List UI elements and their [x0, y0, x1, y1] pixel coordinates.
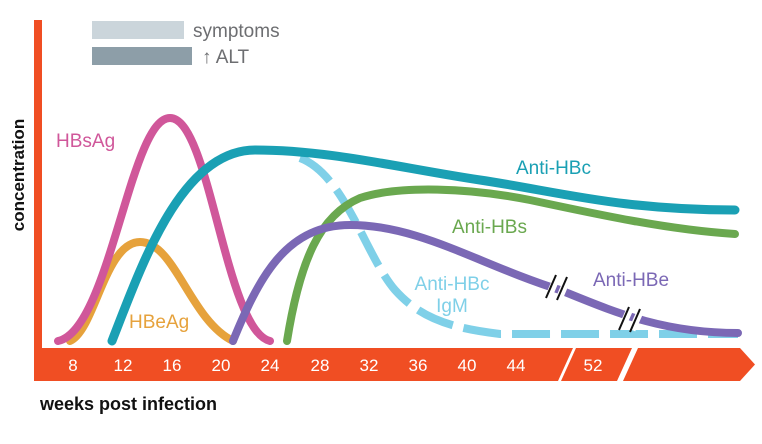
x-axis-band-mid: [561, 348, 632, 381]
legend-symptoms-bar: [92, 21, 184, 39]
hbsag-curve: [54, 114, 274, 345]
hbsag-label: HBsAg: [56, 131, 115, 152]
legend-symptoms-label: symptoms: [193, 21, 280, 42]
legend-alt-bar: [92, 47, 192, 65]
tick-16: 16: [163, 356, 182, 375]
tick-44: 44: [507, 356, 526, 375]
tick-20: 20: [212, 356, 231, 375]
break-mark-2a: [618, 306, 630, 331]
anti-hbe-label: Anti-HBe: [593, 270, 669, 291]
anti-hbs-curve: [283, 185, 739, 345]
break-mark-1b: [556, 276, 568, 301]
tick-28: 28: [311, 356, 330, 375]
anti-hbc-curve: [107, 145, 740, 346]
tick-32: 32: [360, 356, 379, 375]
x-axis-band-end: [623, 348, 755, 381]
anti-hbs-label: Anti-HBs: [452, 217, 527, 238]
anti-hbc-igm-curve: [298, 154, 738, 338]
tick-40: 40: [458, 356, 477, 375]
anti-hbc-label: Anti-HBc: [516, 158, 591, 179]
anti-hbc-igm-label-line1: Anti-HBc: [415, 274, 490, 295]
tick-24: 24: [261, 356, 280, 375]
x-axis-band-main: [34, 348, 573, 381]
x-axis-label: weeks post infection: [39, 394, 217, 414]
break-mark-2b: [629, 308, 641, 333]
tick-12: 12: [114, 356, 133, 375]
break-mark-1a: [545, 274, 557, 299]
tick-8: 8: [68, 356, 77, 375]
tick-36: 36: [409, 356, 428, 375]
anti-hbc-igm-label-line2: IgM: [436, 296, 468, 317]
legend-alt-label: ↑ ALT: [202, 47, 250, 68]
tick-52: 52: [584, 356, 603, 375]
y-axis-label: concentration: [9, 119, 28, 231]
y-axis-bar: [34, 20, 42, 355]
hbeag-label: HBeAg: [129, 312, 189, 333]
